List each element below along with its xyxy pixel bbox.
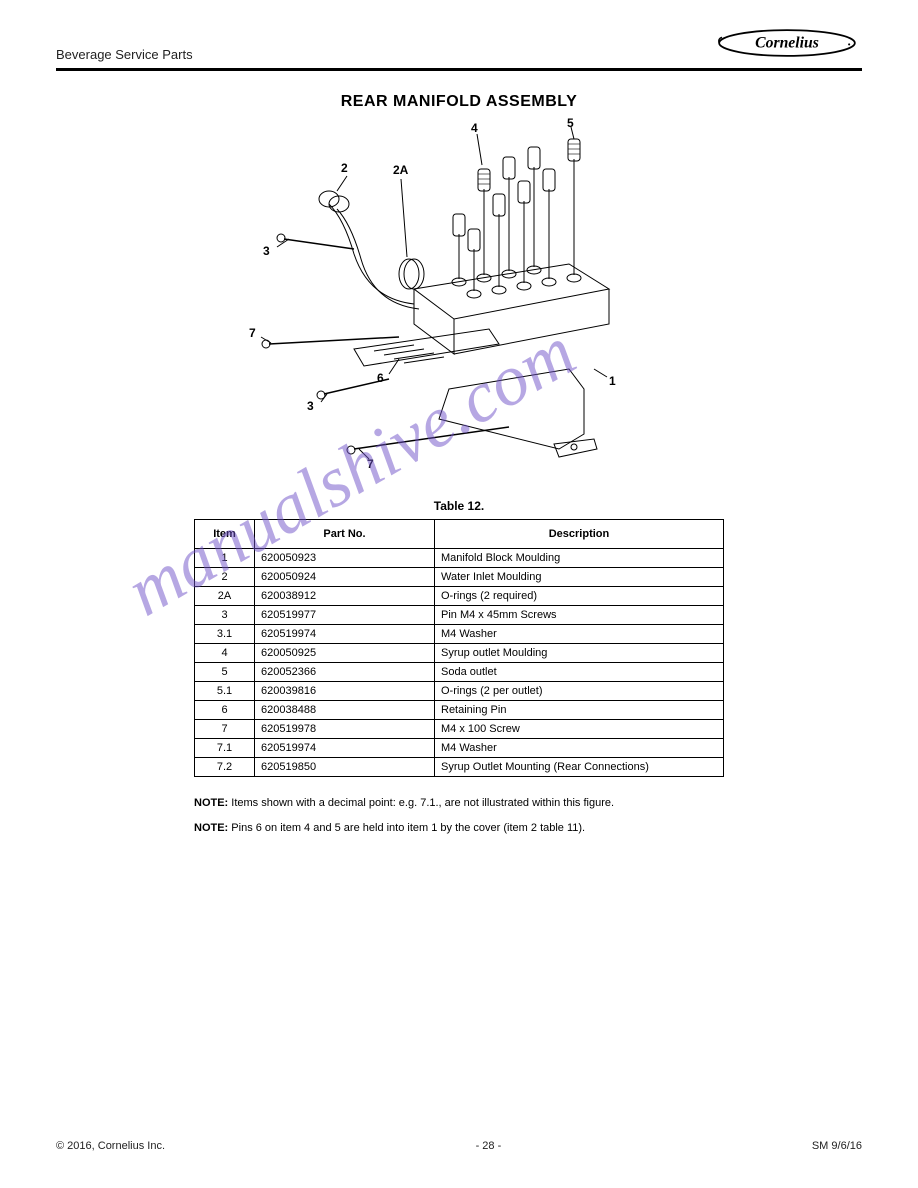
table-row: 5620052366Soda outlet	[195, 663, 724, 682]
table-row: 6620038488Retaining Pin	[195, 701, 724, 720]
note1-bold: NOTE:	[194, 797, 228, 809]
table-row: 4620050925Syrup outlet Moulding	[195, 644, 724, 663]
note1-text: Items shown with a decimal point: e.g. 7…	[228, 797, 614, 809]
table-cell: M4 x 100 Screw	[435, 720, 724, 739]
table-cell: 2A	[195, 587, 255, 606]
table-cell: 620039816	[255, 682, 435, 701]
header-title: Beverage Service Parts	[56, 47, 193, 62]
table-row: 3620519977Pin M4 x 45mm Screws	[195, 606, 724, 625]
note2-text: Pins 6 on item 4 and 5 are held into ite…	[228, 822, 585, 834]
col-item: Item	[195, 520, 255, 549]
callout-7a: 7	[249, 326, 256, 340]
diagram-container: 4 5 2 2A 3 7 6 3 1 7	[56, 119, 862, 489]
table-cell: 620050924	[255, 568, 435, 587]
table-cell: 4	[195, 644, 255, 663]
table-row: 2620050924Water Inlet Moulding	[195, 568, 724, 587]
table-row: 2A620038912O-rings (2 required)	[195, 587, 724, 606]
table-cell: Syrup outlet Moulding	[435, 644, 724, 663]
table-row: 7.2620519850Syrup Outlet Mounting (Rear …	[195, 758, 724, 777]
table-cell: 7.2	[195, 758, 255, 777]
parts-table: Item Part No. Description 1620050923Mani…	[194, 519, 724, 777]
table-cell: 5.1	[195, 682, 255, 701]
table-cell: M4 Washer	[435, 739, 724, 758]
table-cell: 620519977	[255, 606, 435, 625]
callout-6: 6	[377, 371, 384, 385]
callout-2: 2	[341, 161, 348, 175]
table-cell: M4 Washer	[435, 625, 724, 644]
callout-4: 4	[471, 121, 478, 135]
footer: © 2016, Cornelius Inc. - 28 - SM 9/6/16	[56, 1140, 862, 1152]
table-cell: 620050925	[255, 644, 435, 663]
page-header: Beverage Service Parts Cornelius	[56, 24, 862, 71]
callout-5: 5	[567, 116, 574, 130]
table-cell: 6	[195, 701, 255, 720]
col-desc: Description	[435, 520, 724, 549]
table-cell: 620519978	[255, 720, 435, 739]
table-cell: Pin M4 x 45mm Screws	[435, 606, 724, 625]
col-partno: Part No.	[255, 520, 435, 549]
callout-2a: 2A	[393, 163, 408, 177]
callout-1: 1	[609, 374, 616, 388]
technical-diagram: 4 5 2 2A 3 7 6 3 1 7	[249, 119, 669, 489]
table-cell: 2	[195, 568, 255, 587]
table-cell: 620519974	[255, 625, 435, 644]
callout-3b: 3	[307, 399, 314, 413]
table-cell: Retaining Pin	[435, 701, 724, 720]
section-title: REAR MANIFOLD ASSEMBLY	[56, 93, 862, 111]
table-cell: Syrup Outlet Mounting (Rear Connections)	[435, 758, 724, 777]
footer-center: - 28 -	[476, 1140, 502, 1152]
table-cell: 5	[195, 663, 255, 682]
table-cell: O-rings (2 per outlet)	[435, 682, 724, 701]
footer-left: © 2016, Cornelius Inc.	[56, 1140, 165, 1152]
table-cell: 620038488	[255, 701, 435, 720]
table-cell: 7	[195, 720, 255, 739]
callout-3a: 3	[263, 244, 270, 258]
table-cell: 3.1	[195, 625, 255, 644]
callout-7b: 7	[367, 457, 374, 471]
footer-right: SM 9/6/16	[812, 1140, 862, 1152]
brand-logo: Cornelius	[712, 24, 862, 62]
table-title: Table 12.	[56, 499, 862, 513]
table-cell: 620050923	[255, 549, 435, 568]
table-row: 7620519978M4 x 100 Screw	[195, 720, 724, 739]
table-cell: Soda outlet	[435, 663, 724, 682]
table-row: 7.1620519974M4 Washer	[195, 739, 724, 758]
table-row: 5.1620039816O-rings (2 per outlet)	[195, 682, 724, 701]
svg-text:Cornelius: Cornelius	[755, 34, 819, 51]
table-cell: 620519850	[255, 758, 435, 777]
table-cell: 7.1	[195, 739, 255, 758]
table-row: 1620050923Manifold Block Moulding	[195, 549, 724, 568]
table-cell: 3	[195, 606, 255, 625]
table-cell: O-rings (2 required)	[435, 587, 724, 606]
table-cell: Water Inlet Moulding	[435, 568, 724, 587]
table-cell: 1	[195, 549, 255, 568]
note2-bold: NOTE:	[194, 822, 228, 834]
table-cell: 620052366	[255, 663, 435, 682]
table-cell: 620038912	[255, 587, 435, 606]
table-row: 3.1620519974M4 Washer	[195, 625, 724, 644]
table-cell: Manifold Block Moulding	[435, 549, 724, 568]
notes: NOTE: Items shown with a decimal point: …	[194, 795, 724, 836]
table-cell: 620519974	[255, 739, 435, 758]
